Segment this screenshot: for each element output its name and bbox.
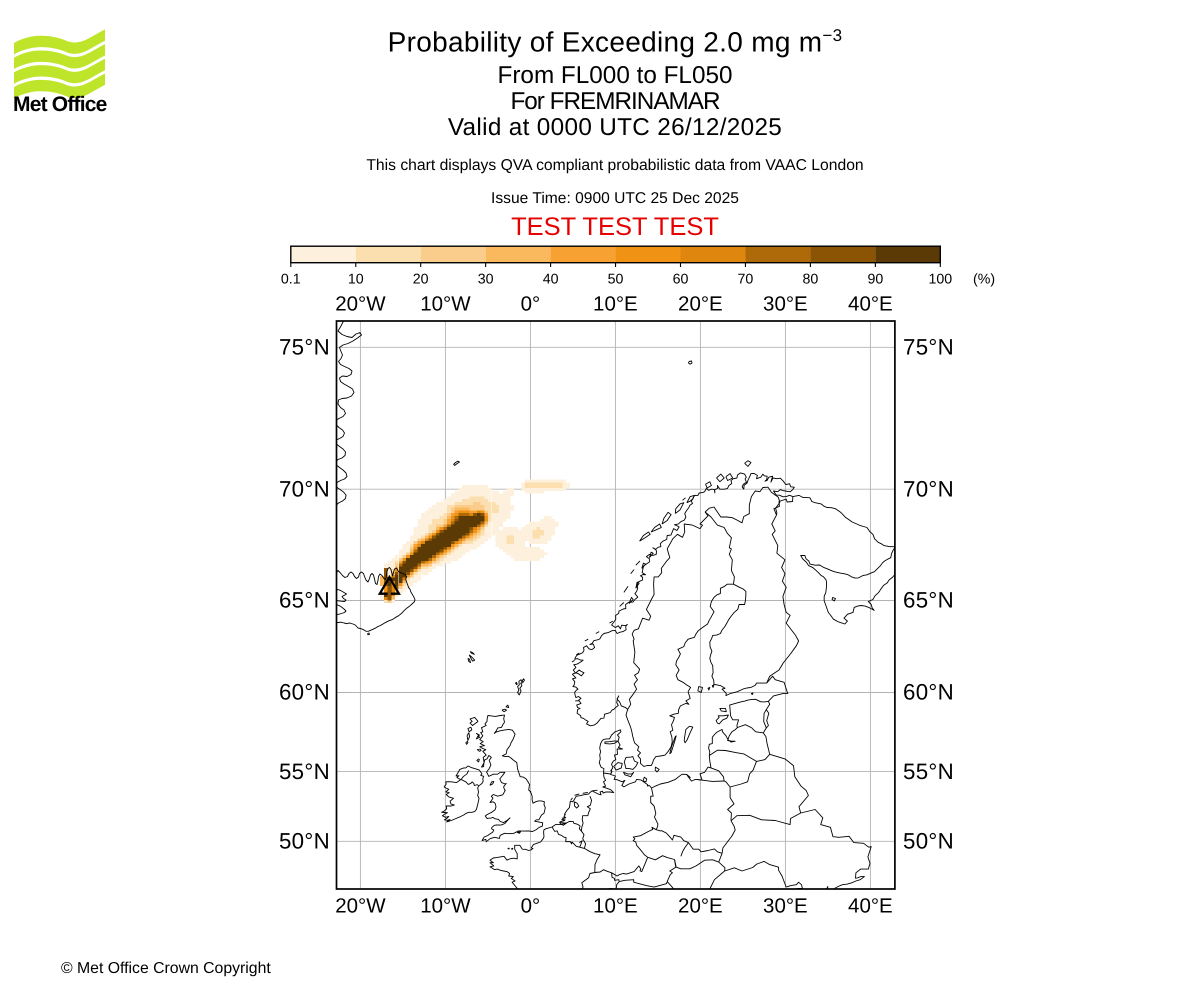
svg-text:100: 100	[928, 272, 952, 288]
svg-text:50°N: 50°N	[903, 829, 954, 854]
svg-text:30: 30	[478, 272, 494, 288]
svg-text:(%): (%)	[973, 272, 995, 288]
svg-text:75°N: 75°N	[279, 335, 330, 360]
svg-text:20°W: 20°W	[335, 895, 386, 918]
svg-text:0°: 0°	[521, 895, 541, 918]
svg-text:20°W: 20°W	[335, 293, 386, 316]
svg-text:10: 10	[348, 272, 364, 288]
svg-text:60°N: 60°N	[903, 680, 954, 705]
svg-text:40: 40	[543, 272, 559, 288]
svg-text:40°E: 40°E	[848, 895, 893, 918]
svg-text:60: 60	[673, 272, 689, 288]
svg-text:70°N: 70°N	[903, 476, 954, 501]
svg-text:10°W: 10°W	[420, 895, 471, 918]
svg-text:30°E: 30°E	[763, 895, 808, 918]
svg-text:10°W: 10°W	[420, 293, 471, 316]
svg-text:20: 20	[413, 272, 429, 288]
svg-text:55°N: 55°N	[279, 759, 330, 784]
svg-text:0.1: 0.1	[281, 272, 301, 288]
svg-text:40°E: 40°E	[848, 293, 893, 316]
svg-text:55°N: 55°N	[903, 759, 954, 784]
svg-text:60°N: 60°N	[279, 680, 330, 705]
svg-text:50°N: 50°N	[279, 829, 330, 854]
svg-text:90: 90	[867, 272, 883, 288]
svg-text:70: 70	[738, 272, 754, 288]
svg-text:65°N: 65°N	[903, 588, 954, 613]
svg-text:65°N: 65°N	[279, 588, 330, 613]
svg-text:10°E: 10°E	[593, 293, 638, 316]
svg-text:75°N: 75°N	[903, 335, 954, 360]
svg-text:0°: 0°	[521, 293, 541, 316]
svg-text:Met Office: Met Office	[13, 93, 107, 116]
svg-text:20°E: 20°E	[678, 293, 723, 316]
svg-text:30°E: 30°E	[763, 293, 808, 316]
svg-text:10°E: 10°E	[593, 895, 638, 918]
svg-text:80: 80	[803, 272, 819, 288]
svg-text:50: 50	[608, 272, 624, 288]
svg-text:70°N: 70°N	[279, 476, 330, 501]
svg-text:20°E: 20°E	[678, 895, 723, 918]
